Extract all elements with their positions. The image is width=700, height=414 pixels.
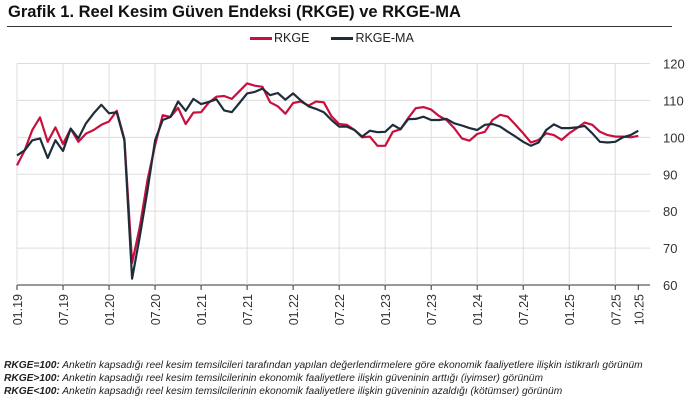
footnote: RKGE<100: Anketin kapsadığı reel kesim t… bbox=[4, 385, 643, 398]
legend-label-rkge-ma: RKGE-MA bbox=[355, 31, 414, 45]
y-tick-label: 100 bbox=[663, 130, 685, 145]
legend: RKGE RKGE-MA bbox=[250, 31, 414, 45]
line-chart: 120 110 100 90 80 70 60 01.19 07.19 01.20 07.20 01.… bbox=[11, 57, 685, 326]
series-line-rkge bbox=[16, 82, 639, 264]
series-line-rkge-ma bbox=[16, 87, 639, 280]
x-tick-label: 01.25 bbox=[563, 294, 577, 325]
y-tick-label: 120 bbox=[663, 57, 685, 72]
legend-swatch-rkge-ma bbox=[331, 36, 354, 40]
x-tick-label: 01.20 bbox=[103, 294, 117, 325]
footnote-text: Anketin kapsadığı reel kesim temsilciler… bbox=[59, 386, 563, 397]
y-tick-label: 80 bbox=[663, 204, 677, 219]
x-tick-label: 01.21 bbox=[195, 294, 209, 325]
x-tick-label: 01.24 bbox=[471, 294, 485, 325]
y-tick-label: 70 bbox=[663, 241, 677, 256]
y-tick-label: 90 bbox=[663, 167, 677, 182]
footnote: RKGE=100: Anketin kapsadığı reel kesim t… bbox=[4, 359, 643, 372]
footnotes: RKGE=100: Anketin kapsadığı reel kesim t… bbox=[4, 359, 643, 398]
y-tick-label: 110 bbox=[663, 93, 684, 108]
footnote-text: Anketin kapsadığı reel kesim temsilciler… bbox=[59, 373, 543, 384]
x-tick-label: 01.23 bbox=[379, 294, 393, 325]
x-tick-label: 07.23 bbox=[425, 294, 439, 325]
footnote-label: RKGE=100: bbox=[4, 360, 60, 371]
x-tick-label: 07.22 bbox=[333, 294, 347, 325]
x-tick-label: 01.22 bbox=[287, 294, 301, 325]
legend-item-rkge: RKGE bbox=[250, 31, 309, 45]
x-tick-label: 07.19 bbox=[57, 294, 71, 325]
legend-item-rkge-ma: RKGE-MA bbox=[331, 31, 414, 45]
x-tick-label: 10.25 bbox=[632, 294, 646, 325]
title-rule bbox=[7, 26, 672, 27]
x-tick-label: 07.21 bbox=[241, 294, 255, 325]
footnote-text: Anketin kapsadığı reel kesim temsilciler… bbox=[59, 360, 643, 371]
x-tick-label: 07.20 bbox=[149, 294, 163, 325]
x-tick-label: 07.24 bbox=[517, 294, 531, 325]
legend-label-rkge: RKGE bbox=[274, 31, 310, 45]
y-tick-label: 60 bbox=[663, 278, 677, 293]
x-tick-label: 01.19 bbox=[11, 294, 25, 325]
legend-swatch-rkge bbox=[250, 36, 272, 40]
footnote-label: RKGE>100: bbox=[4, 373, 60, 384]
footnote: RKGE>100: Anketin kapsadığı reel kesim t… bbox=[4, 372, 643, 385]
footnote-label: RKGE<100: bbox=[4, 386, 60, 397]
chart-title: Grafik 1. Reel Kesim Güven Endeksi (RKGE… bbox=[8, 3, 461, 21]
x-tick-label: 07.25 bbox=[609, 294, 623, 325]
